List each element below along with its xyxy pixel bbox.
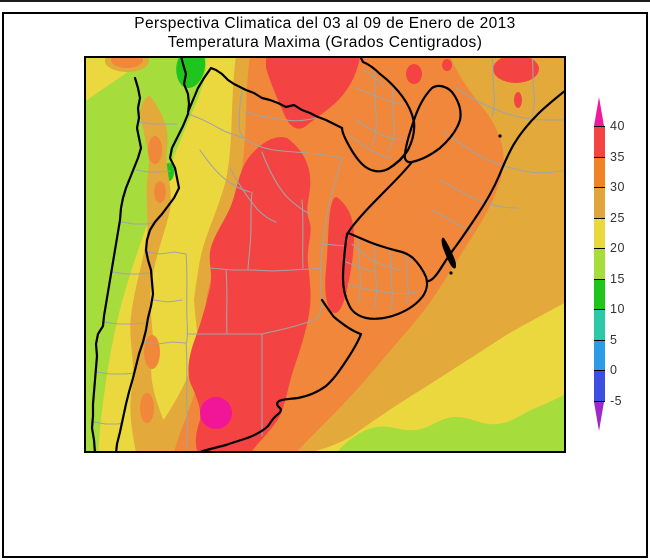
colorbar: 40 35 30 25 20 15 10 5 0 -5 — [594, 97, 634, 437]
colorbar-segment — [594, 126, 605, 157]
map-canvas — [84, 56, 566, 453]
colorbar-segment — [594, 187, 605, 218]
region-red-brazil-spot — [493, 56, 539, 83]
colorbar-segment — [594, 156, 605, 187]
andes-border — [114, 56, 191, 453]
temperature-map — [84, 56, 566, 453]
colorbar-tick-label: -5 — [610, 393, 623, 408]
coastal-lagoons — [441, 134, 502, 275]
temperature-regions — [84, 56, 566, 453]
region-yellow-sea — [306, 302, 566, 453]
colorbar-tick-label: 40 — [610, 119, 625, 133]
colorbar-segment — [594, 401, 604, 431]
title-line-1: Perspectiva Climatica del 03 al 09 de En… — [134, 15, 516, 32]
parana-border — [386, 152, 407, 171]
region-orange-andes-3 — [144, 335, 160, 369]
region-red-north — [266, 56, 360, 129]
country-borders — [90, 56, 566, 453]
colorbar-segment — [594, 309, 605, 340]
title-line-2: Temperatura Maxima (Grados Centigrados) — [167, 34, 483, 51]
region-red-ne-spot2 — [442, 59, 452, 71]
region-red-central — [188, 137, 311, 453]
region-red-brazil-sliver — [514, 92, 522, 108]
region-orange-topleft — [111, 56, 143, 68]
misiones-border — [403, 84, 462, 164]
colorbar-segment — [594, 339, 605, 370]
chart-title: Perspectiva Climatica del 03 al 09 de En… — [60, 15, 590, 52]
colorbar-tick-label: 25 — [610, 210, 625, 225]
region-orange-andes-2 — [154, 181, 166, 203]
lagoon-dot-1 — [449, 271, 453, 275]
map-frame — [84, 56, 566, 453]
region-orange-andes-4 — [140, 393, 154, 423]
brazil-coastline — [425, 88, 566, 283]
colorbar-segment — [594, 278, 605, 309]
region-green-southeast — [336, 394, 566, 453]
colorbar-segment — [594, 248, 605, 279]
colorbar-tick-label: 10 — [610, 302, 625, 316]
paraguay-border — [340, 56, 416, 173]
colorbar-tick-label: 5 — [610, 332, 618, 347]
colorbar-ticks: 40 35 30 25 20 15 10 5 0 -5 — [610, 97, 636, 437]
colorbar-segment — [594, 97, 604, 126]
region-red-ne-spot — [406, 64, 422, 84]
region-orange-andes-1 — [148, 136, 162, 164]
colorbar-segment — [594, 217, 605, 248]
colorbar-tick-label: 15 — [610, 271, 625, 286]
lagoon-shape — [441, 237, 457, 269]
uruguay-river-border — [346, 160, 414, 235]
window-top-edge — [0, 0, 650, 2]
rio-de-la-plata-coast — [195, 298, 363, 453]
uruguay-border — [341, 231, 429, 320]
chile-coastline — [90, 76, 143, 453]
colorbar-tick-label: 20 — [610, 241, 625, 255]
bolivia-pilcomayo-border — [186, 66, 344, 130]
region-red-uruguay-river — [325, 197, 354, 314]
colorbar-tick-label: 35 — [610, 149, 625, 164]
colorbar-tick-label: 0 — [610, 363, 618, 377]
region-green-west — [84, 56, 207, 453]
region-magenta-hotspot — [200, 397, 232, 429]
colorbar-segment — [594, 370, 605, 402]
province-borders — [92, 56, 566, 453]
colorbar-tick-label: 30 — [610, 180, 625, 194]
colorbar-segments — [594, 97, 605, 431]
lagoon-dot-2 — [498, 134, 502, 138]
